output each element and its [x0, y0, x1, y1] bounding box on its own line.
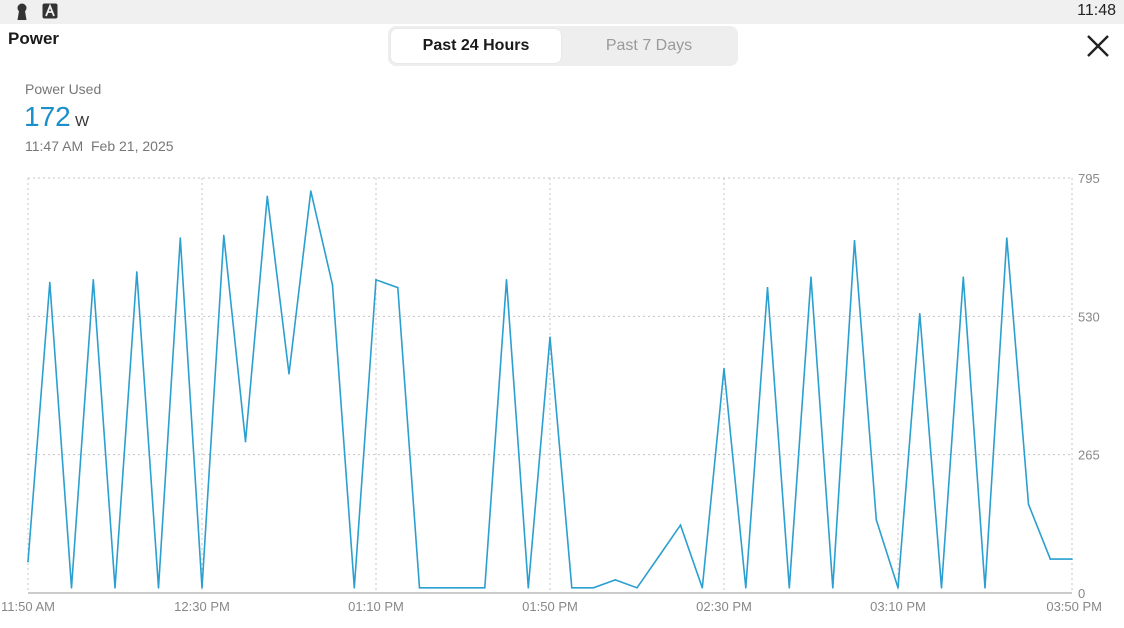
data-point — [570, 586, 573, 589]
metric-unit: W — [75, 113, 90, 130]
y-tick-label: 795 — [1078, 171, 1100, 186]
metric-time: 11:47 AM — [25, 138, 84, 154]
x-tick-label: 01:50 PM — [522, 599, 578, 614]
data-point — [48, 281, 51, 284]
data-point — [92, 278, 95, 281]
time-range-selector: Past 24 Hours Past 7 Days — [388, 26, 738, 66]
data-point — [614, 579, 617, 581]
page-title: Power — [8, 29, 60, 48]
data-point — [244, 440, 247, 443]
close-icon — [1087, 35, 1109, 57]
data-point — [984, 586, 986, 589]
data-point — [222, 234, 225, 237]
data-point — [810, 276, 812, 278]
status-time: 11:48 — [1077, 2, 1116, 19]
tab-past-7-days[interactable]: Past 7 Days — [605, 37, 693, 54]
data-point — [744, 586, 747, 589]
data-point — [27, 560, 29, 563]
data-point — [549, 336, 551, 339]
y-tick-label: 0 — [1078, 586, 1085, 601]
x-tick-label: 03:10 PM — [870, 599, 926, 614]
data-point — [266, 195, 269, 198]
data-point — [897, 586, 899, 589]
y-tick-label: 265 — [1078, 448, 1100, 463]
data-point — [288, 372, 290, 375]
data-point — [1071, 558, 1073, 560]
data-point — [766, 286, 769, 289]
data-point — [179, 237, 182, 239]
metric-value: 172 — [24, 101, 71, 132]
power-chart: 0 265 530 795 11:50 AM 12:30 PM 01:10 PM 01:50 … — [1, 171, 1102, 614]
data-point — [527, 586, 530, 589]
metric-date: Feb 21, 2025 — [91, 138, 174, 154]
data-point — [918, 312, 921, 315]
data-point — [396, 286, 399, 289]
data-point — [657, 555, 660, 558]
data-point — [135, 271, 138, 273]
data-point — [70, 586, 73, 589]
tab-past-24-hours[interactable]: Past 24 Hours — [391, 29, 561, 63]
data-point — [962, 276, 965, 278]
x-tick-label: 01:10 PM — [348, 599, 404, 614]
data-point — [201, 586, 203, 589]
data-point — [592, 586, 595, 589]
data-point — [462, 586, 464, 589]
data-point — [114, 586, 116, 589]
data-point — [875, 519, 878, 521]
data-point — [636, 586, 638, 589]
data-point — [483, 586, 486, 589]
data-point — [1027, 503, 1030, 506]
close-button[interactable] — [1082, 30, 1114, 62]
x-tick-label: 11:50 AM — [1, 599, 55, 614]
data-point — [440, 586, 443, 589]
accessibility-badge-icon — [42, 3, 58, 19]
data-point — [418, 586, 421, 589]
data-point — [679, 524, 682, 526]
data-point — [353, 586, 356, 589]
x-tick-label: 12:30 PM — [174, 599, 230, 614]
data-point — [309, 190, 312, 192]
x-tick-label: 03:50 PM — [1046, 599, 1102, 614]
data-point — [853, 239, 856, 242]
y-tick-label: 530 — [1078, 309, 1100, 324]
x-tick-label: 02:30 PM — [696, 599, 752, 614]
data-point — [157, 586, 160, 589]
metric-label: Power Used — [25, 81, 102, 97]
data-point — [375, 278, 377, 281]
keyhole-icon — [17, 3, 27, 20]
data-point — [1005, 237, 1008, 239]
data-point — [331, 284, 334, 286]
data-point — [723, 367, 725, 370]
data-point — [505, 278, 508, 281]
data-point — [788, 586, 791, 589]
data-point — [701, 586, 704, 589]
status-bar: 11:48 — [0, 0, 1124, 24]
data-point — [940, 586, 943, 589]
data-point — [831, 586, 834, 589]
data-point — [1049, 558, 1052, 560]
